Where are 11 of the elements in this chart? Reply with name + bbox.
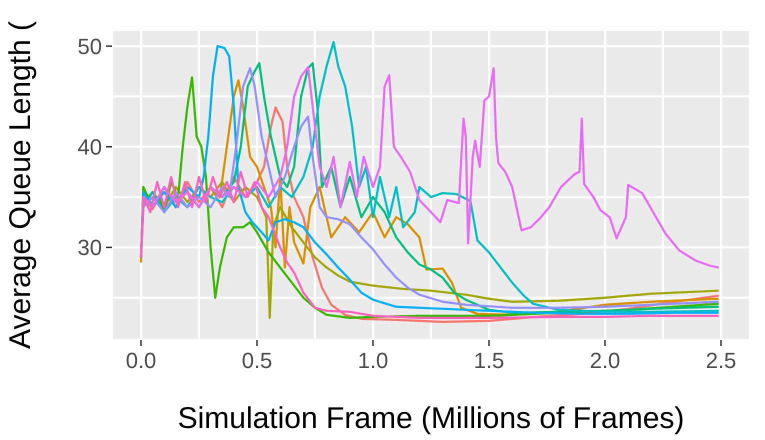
x-tick-label: 2.0 (590, 348, 620, 373)
x-axis-title: Simulation Frame (Millions of Frames) (178, 402, 684, 435)
x-tick-label: 0.5 (242, 348, 272, 373)
y-tick-label: 30 (78, 235, 102, 260)
x-tick-label: 0.0 (126, 348, 156, 373)
y-axis-title: Average Queue Length ( (4, 20, 37, 350)
x-tick-label: 2.5 (706, 348, 736, 373)
x-tick-label: 1.0 (358, 348, 388, 373)
y-tick-label: 50 (78, 34, 102, 59)
y-tick-label: 40 (78, 134, 102, 160)
x-tick-label: 1.5 (474, 348, 504, 373)
